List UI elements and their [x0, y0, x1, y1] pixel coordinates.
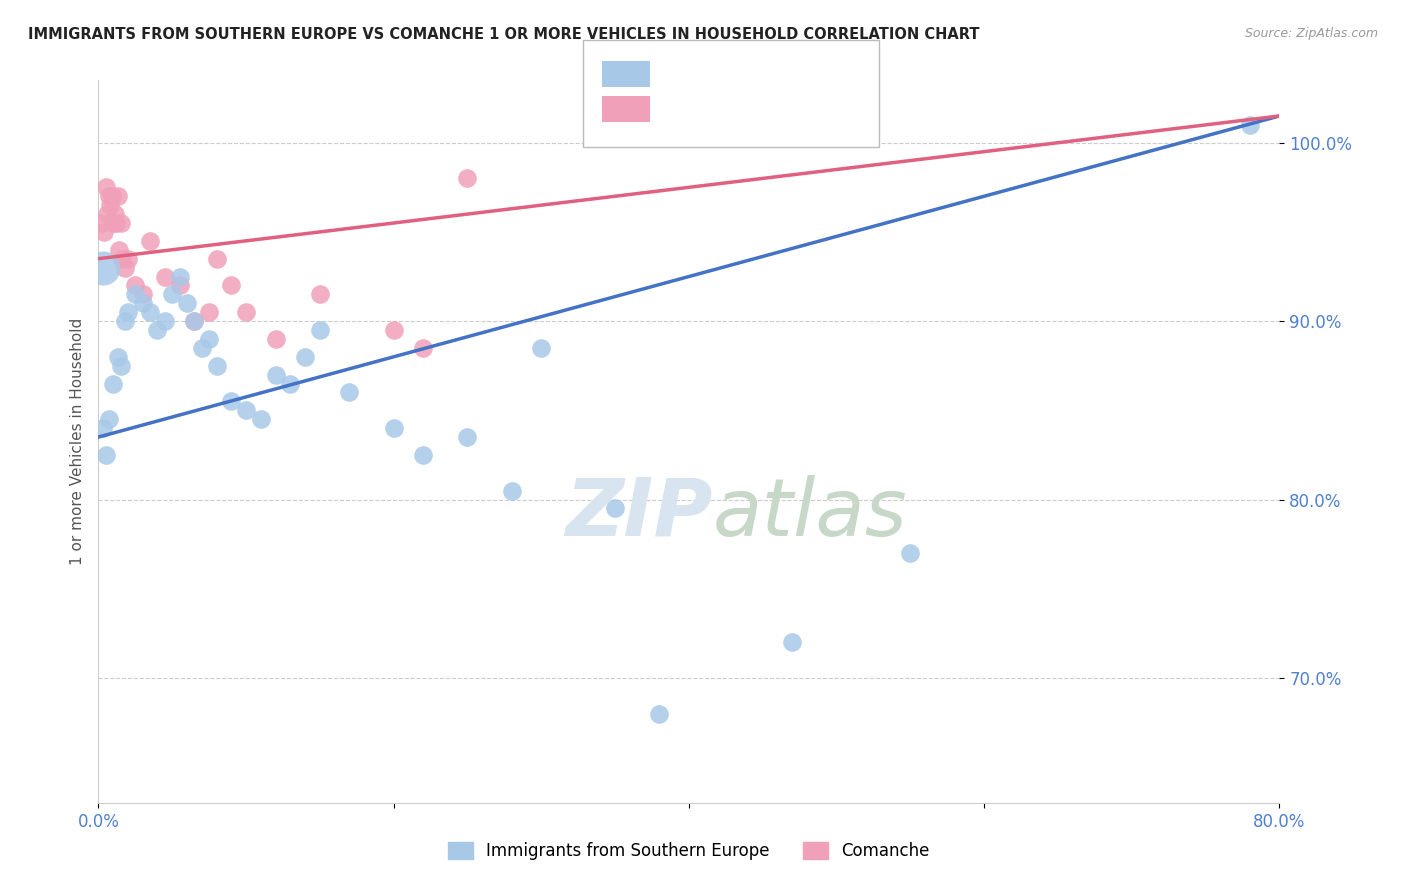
Point	[412, 448, 434, 462]
Text: IMMIGRANTS FROM SOUTHERN EUROPE VS COMANCHE 1 OR MORE VEHICLES IN HOUSEHOLD CORR: IMMIGRANTS FROM SOUTHERN EUROPE VS COMAN…	[28, 27, 980, 42]
Point	[198, 332, 221, 346]
Point	[97, 189, 120, 203]
Point	[104, 207, 127, 221]
Point	[264, 332, 287, 346]
Point	[530, 341, 553, 355]
Point	[235, 403, 257, 417]
Point	[114, 314, 136, 328]
Point	[100, 189, 122, 203]
Point	[221, 394, 243, 409]
Point	[117, 305, 139, 319]
Point	[91, 260, 114, 275]
Point	[1239, 118, 1261, 132]
Point	[169, 278, 191, 293]
Point	[183, 314, 205, 328]
Point	[132, 296, 155, 310]
Point	[107, 350, 129, 364]
Point	[90, 216, 112, 230]
Point	[294, 350, 316, 364]
Point	[110, 359, 132, 373]
Point	[110, 216, 132, 230]
Point	[124, 287, 146, 301]
Point	[412, 341, 434, 355]
Point	[382, 323, 405, 337]
Point	[153, 314, 176, 328]
Point	[176, 296, 198, 310]
Point	[105, 216, 128, 230]
Point	[198, 305, 221, 319]
Point	[162, 287, 183, 301]
Point	[501, 483, 523, 498]
Point	[117, 252, 139, 266]
Point	[457, 171, 479, 186]
Point	[107, 189, 129, 203]
Text: ZIP: ZIP	[565, 475, 713, 553]
Point	[191, 341, 214, 355]
Point	[605, 501, 627, 516]
Point	[124, 278, 146, 293]
Point	[264, 368, 287, 382]
Point	[235, 305, 257, 319]
Point	[94, 180, 117, 194]
Point	[457, 430, 479, 444]
Point	[205, 359, 228, 373]
Text: Source: ZipAtlas.com: Source: ZipAtlas.com	[1244, 27, 1378, 40]
Point	[98, 198, 121, 212]
Point	[94, 448, 117, 462]
Point	[183, 314, 205, 328]
Point	[108, 243, 131, 257]
Point	[132, 287, 155, 301]
Point	[103, 376, 125, 391]
Point	[139, 234, 162, 248]
Point	[900, 546, 922, 560]
Text: atlas: atlas	[713, 475, 907, 553]
Point	[97, 412, 120, 426]
Point	[309, 287, 332, 301]
Point	[139, 305, 162, 319]
Point	[339, 385, 361, 400]
Point	[382, 421, 405, 435]
Point	[648, 706, 671, 721]
Point	[91, 421, 114, 435]
Point	[93, 225, 115, 239]
Point	[169, 269, 191, 284]
Point	[96, 207, 118, 221]
Point	[309, 323, 332, 337]
Point	[280, 376, 302, 391]
Point	[153, 269, 176, 284]
Legend: Immigrants from Southern Europe, Comanche: Immigrants from Southern Europe, Comanch…	[441, 835, 936, 867]
Point	[114, 260, 136, 275]
Text: R = 0.327   N = 38: R = 0.327 N = 38	[661, 64, 831, 82]
Y-axis label: 1 or more Vehicles in Household: 1 or more Vehicles in Household	[69, 318, 84, 566]
Point	[205, 252, 228, 266]
Point	[111, 252, 134, 266]
Point	[221, 278, 243, 293]
Point	[146, 323, 169, 337]
Point	[782, 635, 804, 649]
Text: R = 0.337   N = 31: R = 0.337 N = 31	[661, 100, 831, 118]
Point	[103, 216, 125, 230]
Point	[250, 412, 273, 426]
